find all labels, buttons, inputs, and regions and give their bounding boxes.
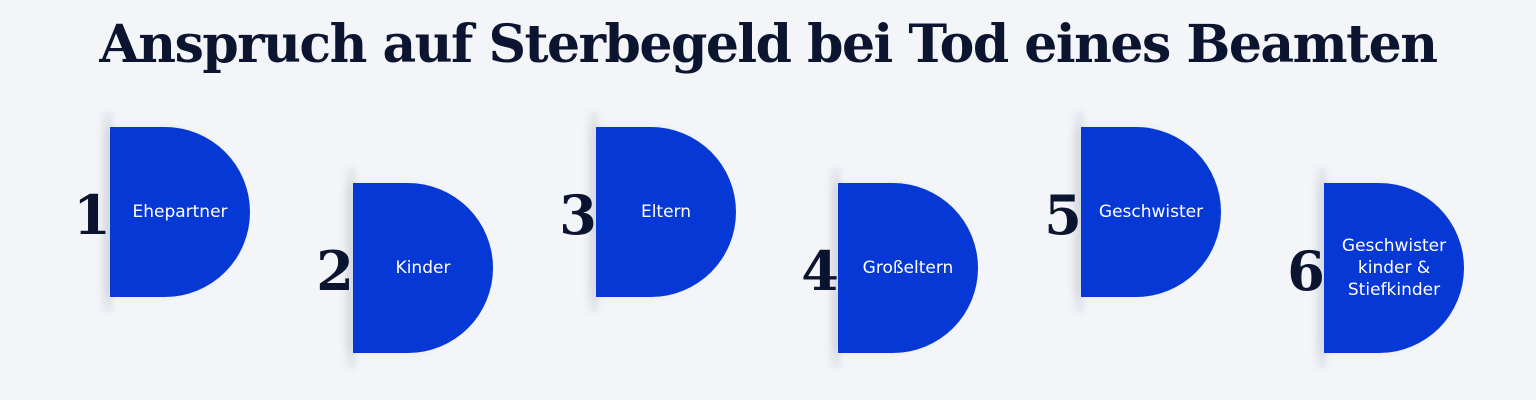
divider-shadow xyxy=(584,112,598,312)
step-5: 5 Geschwister xyxy=(1041,112,1261,312)
step-number: 6 xyxy=(1287,239,1325,303)
step-4: 4 Großeltern xyxy=(798,168,1018,368)
divider-shadow xyxy=(98,112,112,312)
step-number: 3 xyxy=(559,183,597,247)
step-1: 1 Ehepartner xyxy=(70,112,290,312)
step-circle: Geschwister kinder & Stiefkinder xyxy=(1324,183,1464,353)
divider-shadow xyxy=(1312,168,1326,368)
divider-shadow xyxy=(1069,112,1083,312)
step-number: 4 xyxy=(801,239,839,303)
step-label: Geschwister xyxy=(1098,201,1204,222)
divider-shadow xyxy=(341,168,355,368)
step-circle: Kinder xyxy=(353,183,493,353)
step-3: 3 Eltern xyxy=(556,112,776,312)
step-label: Eltern xyxy=(640,201,692,222)
step-number: 2 xyxy=(316,239,354,303)
step-label: Kinder xyxy=(395,257,451,278)
step-circle: Eltern xyxy=(596,127,736,297)
step-label: Großeltern xyxy=(862,257,954,278)
step-number: 5 xyxy=(1044,183,1082,247)
step-number: 1 xyxy=(73,183,111,247)
step-label: Ehepartner xyxy=(132,201,228,222)
page-title: Anspruch auf Sterbegeld bei Tod eines Be… xyxy=(99,14,1438,75)
step-label: Geschwister kinder & Stiefkinder xyxy=(1341,235,1447,301)
step-2: 2 Kinder xyxy=(313,168,533,368)
step-6: 6 Geschwister kinder & Stiefkinder xyxy=(1284,168,1504,368)
step-circle: Ehepartner xyxy=(110,127,250,297)
divider-shadow xyxy=(826,168,840,368)
step-circle: Großeltern xyxy=(838,183,978,353)
step-circle: Geschwister xyxy=(1081,127,1221,297)
